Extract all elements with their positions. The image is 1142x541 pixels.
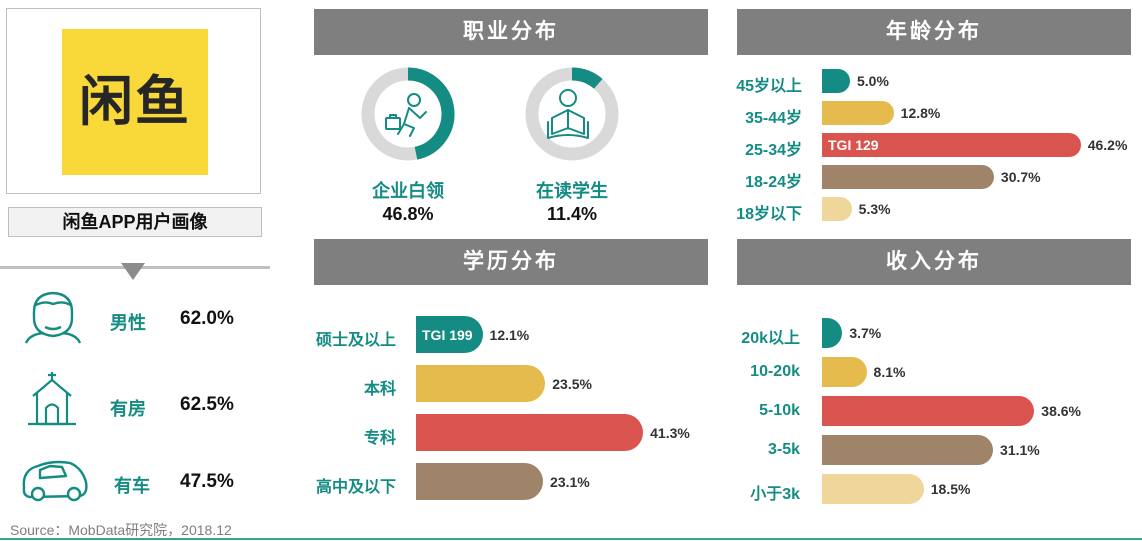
bar: [416, 463, 543, 500]
occupation-value-white-collar: 46.8%: [348, 204, 468, 225]
down-arrow-icon: [121, 263, 145, 280]
bar-category-label: 专科: [256, 424, 396, 448]
house-icon: [28, 372, 76, 424]
bar-value-label: 23.1%: [550, 474, 590, 490]
bar-value-label: 5.0%: [857, 73, 889, 89]
occupation-value-student: 11.4%: [512, 204, 632, 225]
bar: [822, 396, 1034, 426]
male-person-icon: [26, 293, 80, 343]
bar-value-label: 41.3%: [650, 425, 690, 441]
bar-category-label: 小于3k: [660, 480, 800, 504]
trait-value-car: 47.5%: [180, 471, 234, 493]
tgi-label: TGI 129: [828, 137, 879, 153]
tgi-label: TGI 199: [422, 327, 473, 343]
bar-category-label: 18-24岁: [662, 168, 802, 192]
app-logo-text: 闲鱼: [62, 29, 208, 175]
bar-value-label: 18.5%: [931, 481, 971, 497]
trait-value-house: 62.5%: [180, 394, 234, 416]
bar: [822, 101, 894, 125]
bottom-rule: [0, 538, 1142, 540]
header-income: 收入分布: [737, 239, 1131, 285]
bar-value-label: 38.6%: [1041, 403, 1081, 419]
donut-track: [532, 74, 612, 154]
bar-value-label: 23.5%: [552, 376, 592, 392]
student-reading-icon: [548, 90, 588, 138]
car-icon: [24, 462, 87, 500]
donut-student: [532, 74, 612, 154]
bar-value-label: 12.1%: [490, 327, 530, 343]
bar: [822, 435, 993, 465]
bar: [822, 165, 994, 189]
donut-track: [368, 74, 448, 154]
bar-category-label: 5-10k: [660, 402, 800, 420]
donut-slice: [572, 74, 598, 84]
bar-category-label: 硕士及以上: [256, 326, 396, 350]
bar-value-label: 8.1%: [874, 364, 906, 380]
bar-value-label: 12.8%: [901, 105, 941, 121]
header-occupation: 职业分布: [314, 9, 708, 55]
bar-category-label: 10-20k: [660, 363, 800, 381]
profile-title: 闲鱼APP用户画像: [8, 207, 262, 237]
bar: [416, 365, 545, 402]
bar-category-label: 高中及以下: [256, 473, 396, 497]
header-education: 学历分布: [314, 239, 708, 285]
bar: [822, 474, 924, 504]
bar-category-label: 45岁以上: [662, 72, 802, 96]
bar-value-label: 5.3%: [859, 201, 891, 217]
bar-value-label: 31.1%: [1000, 442, 1040, 458]
bar-category-label: 18岁以下: [662, 200, 802, 224]
bar: [822, 318, 842, 348]
bar-category-label: 20k以上: [660, 324, 800, 348]
bar: [416, 414, 643, 451]
donut-slice: [408, 74, 448, 153]
source-note: Source：MobData研究院，2018.12: [10, 520, 232, 540]
white-collar-worker-icon: [386, 94, 426, 136]
bar-category-label: 25-34岁: [662, 136, 802, 160]
bar-category-label: 35-44岁: [662, 104, 802, 128]
bar-value-label: 3.7%: [849, 325, 881, 341]
occupation-label-student: 在读学生: [512, 177, 632, 203]
trait-label-car: 有车: [114, 472, 150, 498]
bar-category-label: 本科: [256, 375, 396, 399]
trait-value-male: 62.0%: [180, 308, 234, 330]
bar: [822, 69, 850, 93]
trait-label-house: 有房: [110, 395, 146, 421]
header-age: 年龄分布: [737, 9, 1131, 55]
bar: [822, 357, 867, 387]
trait-label-male: 男性: [110, 309, 146, 335]
bar-category-label: 3-5k: [660, 441, 800, 459]
bar: [822, 197, 852, 221]
bar-value-label: 46.2%: [1088, 137, 1128, 153]
bar-value-label: 30.7%: [1001, 169, 1041, 185]
occupation-label-white-collar: 企业白领: [348, 177, 468, 203]
donut-white-collar: [368, 74, 448, 154]
